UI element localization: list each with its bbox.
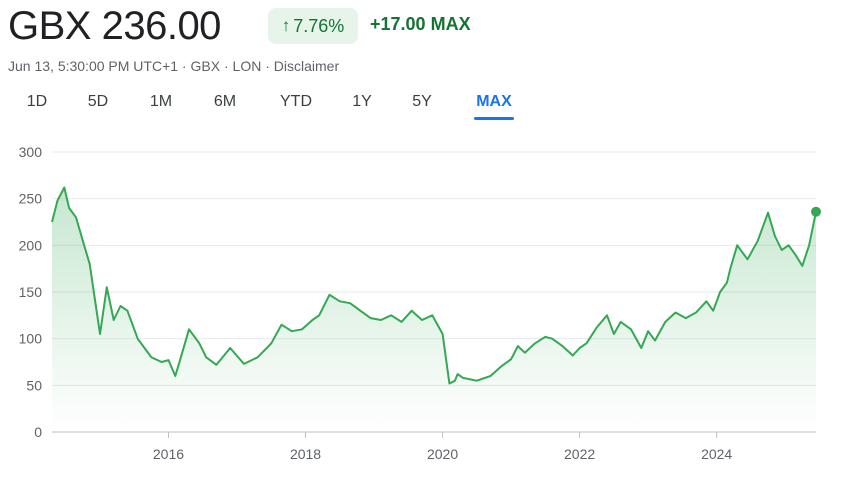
- y-tick-label: 200: [19, 237, 43, 253]
- x-axis-ticks: 2016 2018 2020 2022 2024: [153, 432, 732, 462]
- price-area-fill: [52, 187, 816, 432]
- tab-label: YTD: [280, 93, 312, 110]
- tab-5y[interactable]: 5Y: [410, 88, 434, 116]
- tab-label: 5Y: [412, 93, 432, 110]
- tab-6m[interactable]: 6M: [211, 88, 239, 116]
- y-axis-ticks: 0 50 100 150 200 250 300: [19, 144, 43, 440]
- tab-max[interactable]: MAX: [474, 88, 514, 120]
- quote-currency: GBX: [190, 58, 221, 74]
- y-tick-label: 100: [19, 331, 43, 347]
- y-tick-label: 250: [19, 191, 43, 207]
- meta-separator: ·: [220, 58, 233, 74]
- tab-label: 1D: [26, 93, 48, 110]
- tab-label: 5D: [87, 93, 109, 110]
- tab-label: MAX: [476, 93, 512, 110]
- arrow-up-icon: ↑: [281, 16, 291, 35]
- y-tick-label: 150: [19, 284, 43, 300]
- meta-separator: ·: [178, 58, 191, 74]
- last-price-dot: [811, 206, 821, 217]
- tab-ytd[interactable]: YTD: [278, 88, 314, 116]
- quote-timestamp: Jun 13, 5:30:00 PM UTC+1: [8, 58, 179, 74]
- range-tabs: 1D 5D 1M 6M YTD 1Y 5Y MAX: [0, 88, 843, 120]
- change-period-label: MAX: [430, 14, 471, 34]
- tab-5d[interactable]: 5D: [85, 88, 111, 116]
- y-tick-label: 300: [19, 144, 43, 160]
- absolute-change: +17.00 MAX: [370, 14, 471, 35]
- current-price: GBX 236.00: [8, 3, 221, 48]
- absolute-change-value: +17.00: [370, 14, 426, 34]
- disclaimer-link[interactable]: Disclaimer: [273, 58, 340, 74]
- tab-label: 1Y: [352, 93, 372, 110]
- meta-separator: ·: [261, 58, 274, 74]
- x-tick-label: 2016: [153, 446, 184, 462]
- percent-change-value: 7.76%: [293, 15, 345, 36]
- x-tick-label: 2020: [427, 446, 458, 462]
- y-tick-label: 0: [34, 424, 42, 440]
- price-row: GBX 236.00: [8, 4, 221, 48]
- price-line: [51, 186, 817, 385]
- y-tick-label: 50: [26, 377, 42, 393]
- price-chart[interactable]: 0 50 100 150 200 250 300 2016 2018 2020 2022 2024: [0, 130, 843, 478]
- quote-exchange: LON: [232, 58, 262, 74]
- quote-meta: Jun 13, 5:30:00 PM UTC+1 · GBX · LON · D…: [8, 58, 339, 74]
- tab-1m[interactable]: 1M: [148, 88, 174, 116]
- tab-label: 6M: [213, 93, 237, 110]
- tab-1d[interactable]: 1D: [24, 88, 50, 116]
- tab-label: 1M: [149, 93, 173, 110]
- x-tick-label: 2018: [290, 446, 321, 462]
- tab-1y[interactable]: 1Y: [351, 88, 373, 116]
- x-tick-label: 2024: [701, 446, 732, 462]
- percent-change-badge: ↑ 7.76%: [268, 8, 358, 44]
- x-tick-label: 2022: [564, 446, 595, 462]
